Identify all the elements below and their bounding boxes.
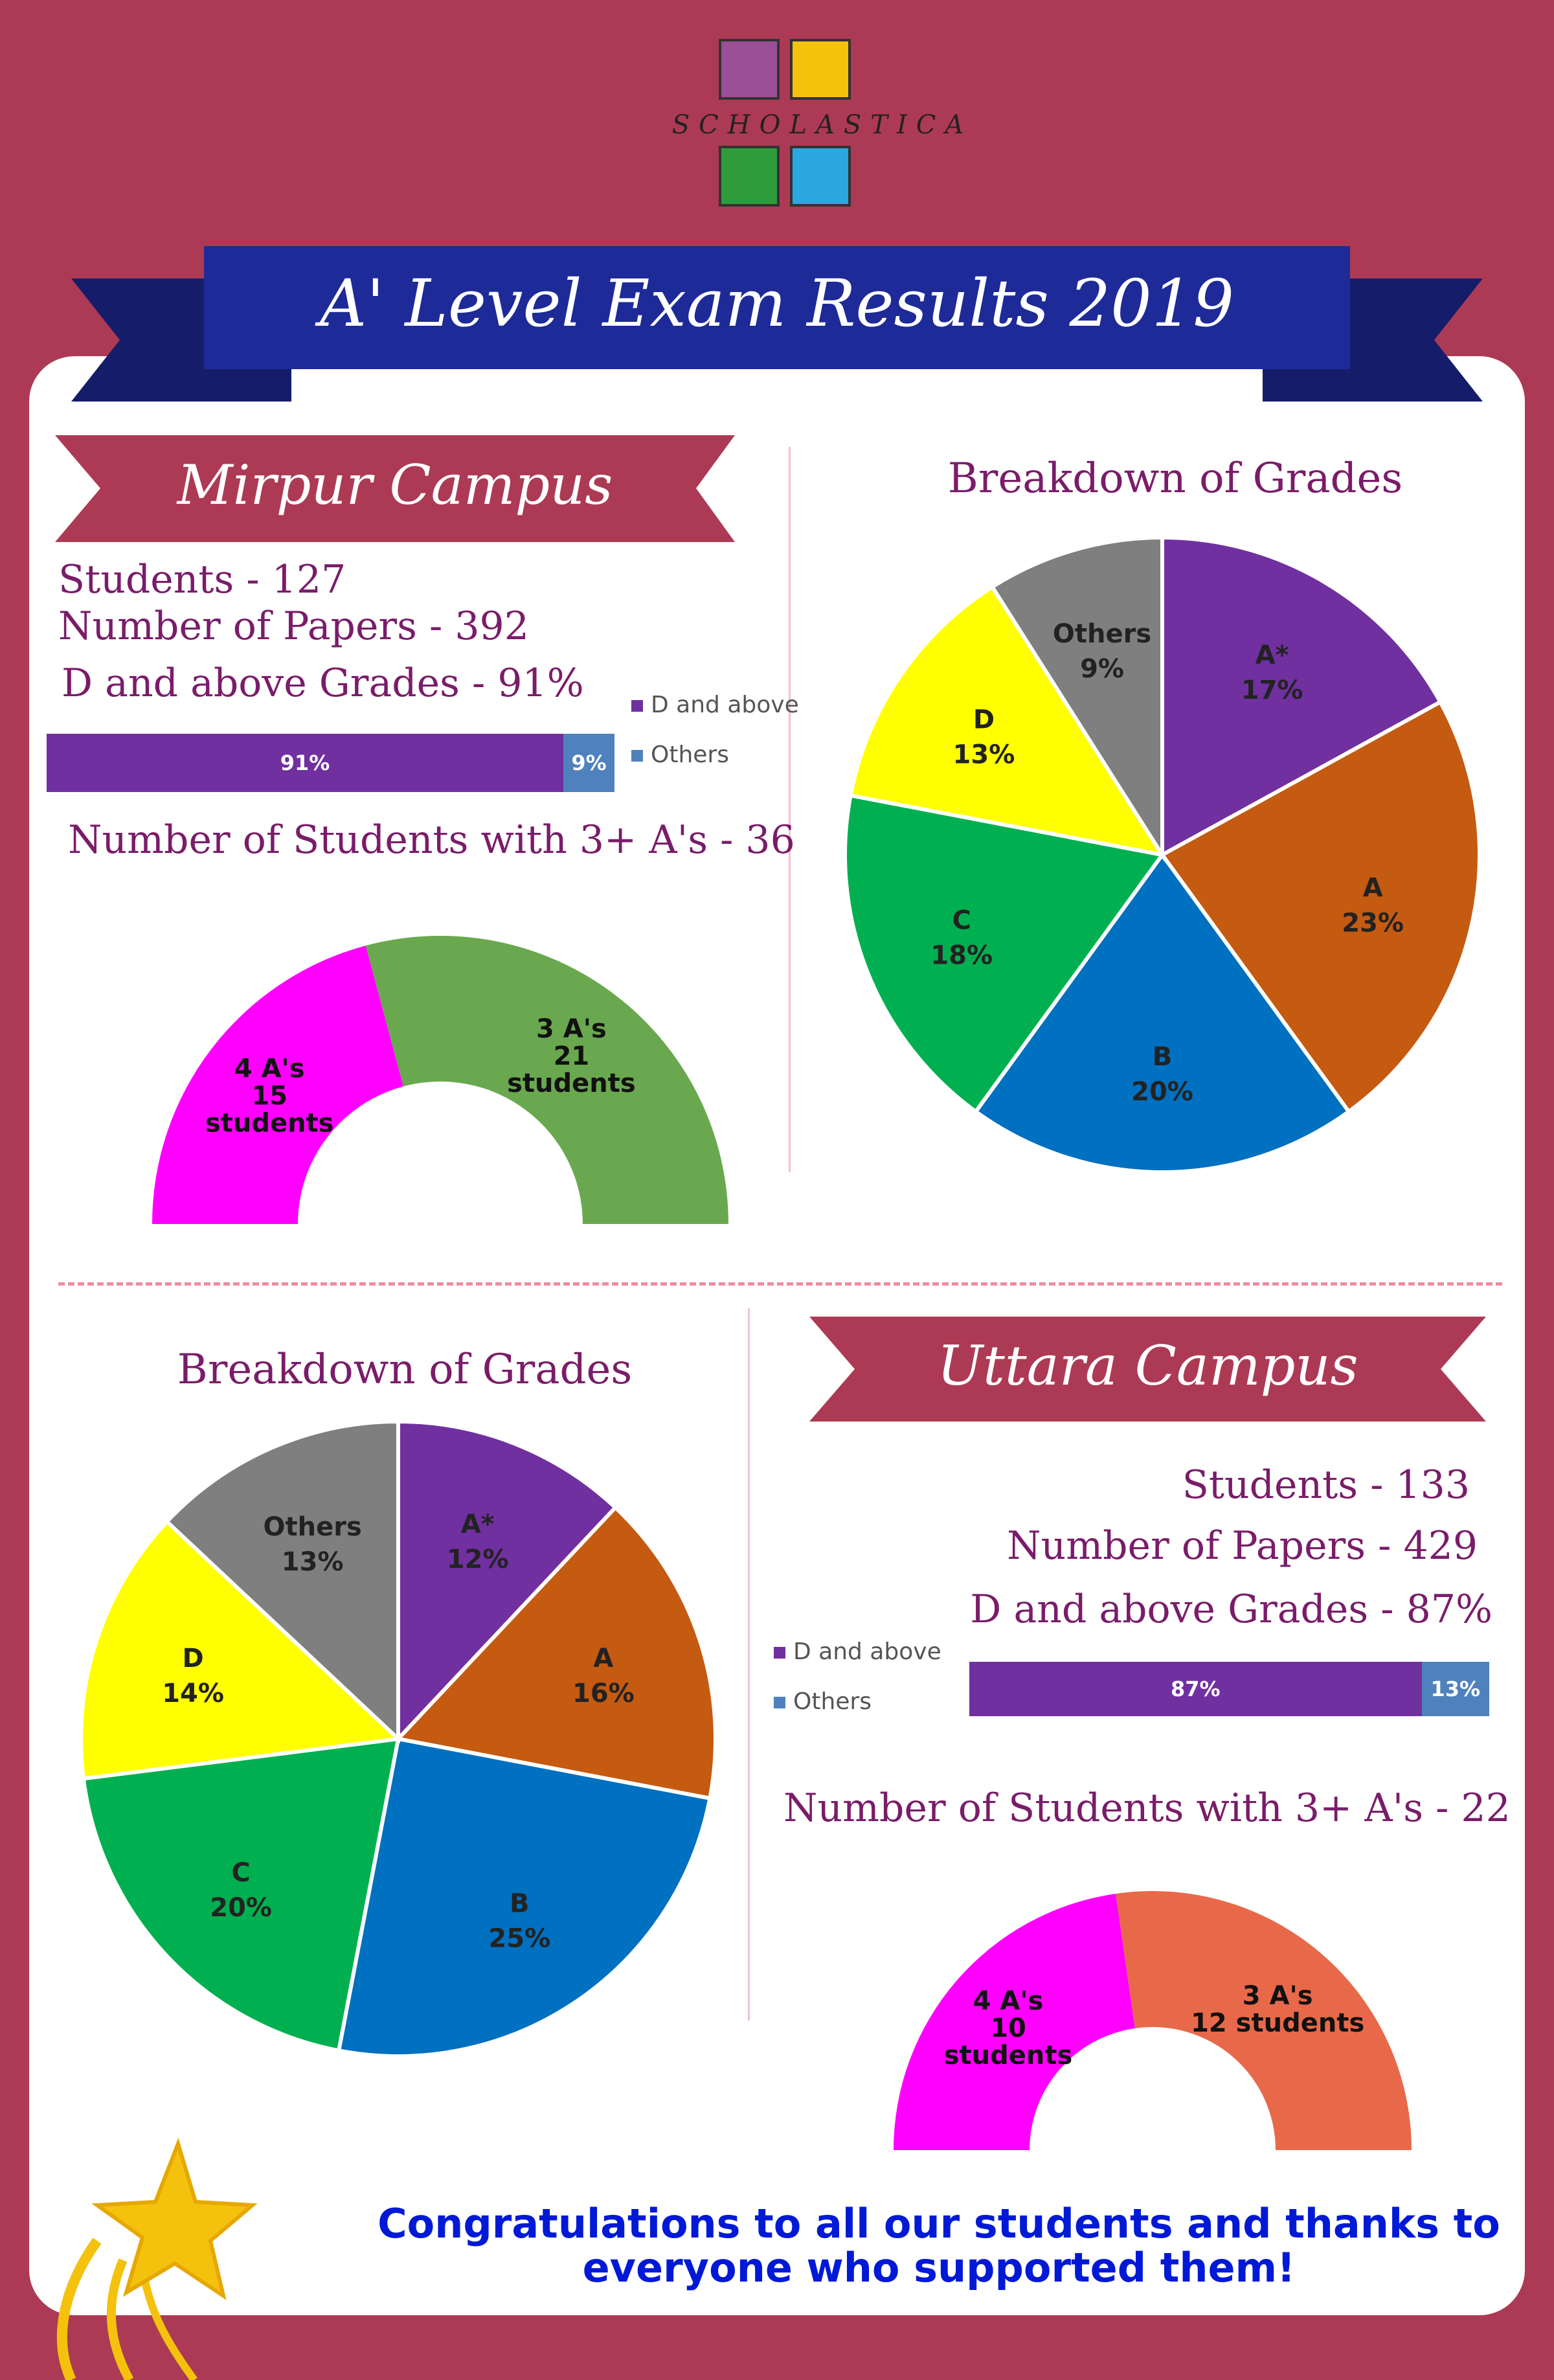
pie-slice-d — [79, 1519, 403, 1781]
pie-slice-others — [989, 535, 1164, 862]
pie-slice-a — [394, 1504, 717, 1801]
mirpur-three-plus: Number of Students with 3+ A's - 36 — [68, 817, 795, 863]
donut-label-3-a-s: 12 students — [1191, 2008, 1364, 2038]
logo-text: SCHOLASTICA — [671, 110, 973, 140]
legend-swatch — [774, 1697, 785, 1708]
divider-vertical-bottom — [748, 1308, 750, 2021]
uttara-pass-bar: 87% 13% — [969, 1662, 1489, 1716]
pie-value-a-star: 17% — [1241, 675, 1303, 705]
legend-swatch — [631, 750, 643, 762]
donut-segment-4-a-s — [152, 946, 404, 1224]
pie-label-b: B — [1153, 1042, 1173, 1072]
donut-segment-3-a-s — [1116, 1891, 1412, 2150]
uttara-three-plus: Number of Students with 3+ A's - 22 — [783, 1785, 1511, 1831]
donut-label-4-a-s: students — [205, 1109, 334, 1139]
legend-swatch — [631, 700, 643, 712]
pie-value-a-star: 12% — [447, 1545, 509, 1574]
donut-label-4-a-s: students — [944, 2041, 1073, 2070]
pie-slice-d — [848, 584, 1167, 858]
pie-value-b: 25% — [488, 1924, 550, 1954]
mirpur-papers: Number of Papers - 392 — [58, 604, 529, 649]
mirpur-students: Students - 127 — [58, 557, 346, 602]
uttara-grades-pie: A* 12% A 16% B 25% C 20% D 14% Others 13% — [79, 1419, 717, 2058]
uttara-d-above: D and above Grades - 87% — [970, 1587, 1492, 1632]
mirpur-legend-others: Others — [631, 742, 729, 768]
pie-value-c: 18% — [930, 941, 993, 971]
pie-label-others: Others — [1053, 619, 1151, 649]
title-banner — [71, 246, 1483, 402]
donut-label-4-a-s: 4 A's — [973, 1986, 1044, 2016]
donut-label-3-a-s: students — [507, 1069, 636, 1098]
pie-slice-a-star — [396, 1419, 618, 1744]
pie-label-c: C — [231, 1858, 250, 1888]
mirpur-grades-pie: A* 17% A 23% B 20% C 18% D 13% Others 9% — [843, 535, 1481, 1174]
pie-slice-c — [81, 1736, 401, 2053]
divider-vertical-top — [789, 447, 791, 1172]
uttara-legend-others: Others — [774, 1688, 872, 1715]
pie-label-d: D — [183, 1644, 204, 1673]
uttara-papers: Number of Papers - 429 — [1007, 1523, 1478, 1569]
pie-value-others: 9% — [1080, 654, 1124, 684]
uttara-ribbon — [809, 1317, 1486, 1422]
pie-label-a-star: A* — [461, 1510, 495, 1539]
donut-label-4-a-s: 10 — [990, 2013, 1026, 2043]
pie-value-d: 13% — [953, 740, 1015, 770]
pie-value-a: 23% — [1342, 909, 1404, 938]
pie-label-c: C — [952, 906, 971, 936]
uttara-campus-title: Uttara Campus — [937, 1334, 1358, 1398]
pie-slice-c — [843, 793, 1166, 1115]
congratulations-message: Congratulations to all our students and … — [377, 2200, 1500, 2291]
pie-slice-b — [973, 851, 1352, 1174]
pie-label-a: A — [593, 1644, 613, 1673]
pie-value-d: 14% — [162, 1679, 224, 1708]
uttara-students: Students - 133 — [1182, 1462, 1470, 1508]
logo-square-green — [719, 146, 780, 207]
pie-value-b: 20% — [1131, 1077, 1193, 1107]
uttara-bar-d: 87% — [969, 1662, 1422, 1716]
donut-label-3-a-s: 3 A's — [1243, 1981, 1313, 2011]
donut-segment-3-a-s — [365, 936, 728, 1224]
page-title: A' Level Exam Results 2019 — [319, 266, 1235, 341]
divider-dashed — [58, 1282, 1502, 1286]
mirpur-bar-others: 9% — [563, 734, 614, 792]
pie-slice-others — [164, 1419, 400, 1743]
mirpur-pass-bar: 91% 9% — [47, 734, 614, 792]
pie-value-c: 20% — [210, 1893, 272, 1923]
pie-value-a: 16% — [572, 1679, 635, 1708]
logo-square-yellow — [790, 39, 851, 100]
mirpur-breakdown-title: Breakdown of Grades — [947, 455, 1403, 503]
pie-slice-a — [1159, 699, 1481, 1115]
mirpur-d-above: D and above Grades - 91% — [62, 661, 584, 706]
donut-label-4-a-s: 4 A's — [234, 1054, 305, 1084]
pie-label-others: Others — [264, 1512, 362, 1542]
pie-label-b: B — [510, 1889, 530, 1919]
pie-slice-a-star — [1160, 535, 1443, 859]
mirpur-bar-d: 91% — [47, 734, 564, 792]
legend-swatch — [774, 1647, 785, 1659]
donut-segment-4-a-s — [894, 1894, 1135, 2150]
pie-label-d: D — [973, 705, 995, 735]
donut-label-4-a-s: 15 — [251, 1082, 287, 1111]
donut-label-3-a-s: 21 — [554, 1041, 590, 1071]
scholastica-logo: SCHOLASTICA — [667, 39, 978, 214]
pie-label-a: A — [1363, 874, 1383, 903]
mirpur-campus-title: Mirpur Campus — [177, 453, 613, 517]
pie-label-a-star: A* — [1256, 640, 1289, 670]
logo-square-blue — [790, 146, 851, 207]
uttara-legend-d: D and above — [774, 1638, 941, 1665]
mirpur-ribbon — [55, 435, 735, 542]
donut-label-3-a-s: 3 A's — [536, 1014, 607, 1044]
uttara-bar-others: 13% — [1421, 1662, 1489, 1716]
pie-value-others: 13% — [282, 1547, 344, 1577]
uttara-breakdown-title: Breakdown of Grades — [177, 1346, 633, 1394]
mirpur-legend-d: D and above — [631, 692, 799, 718]
pie-slice-b — [336, 1736, 712, 2058]
star-icon — [56, 2137, 258, 2380]
logo-square-purple — [719, 39, 780, 100]
